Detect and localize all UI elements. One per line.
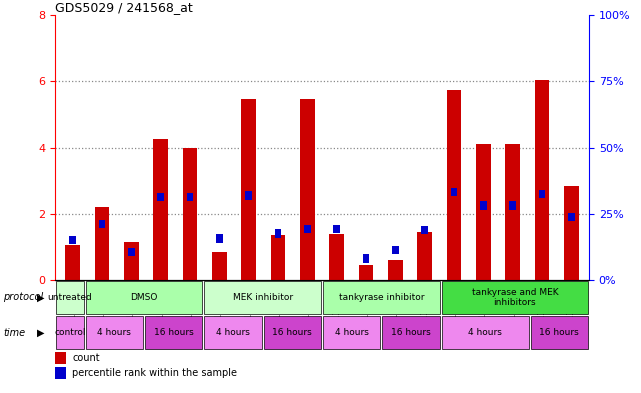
Bar (421, 226, 428, 235)
Bar (212, 252, 227, 280)
Bar (95, 207, 109, 280)
Text: time: time (3, 327, 26, 338)
Text: tankyrase and MEK
inhibitors: tankyrase and MEK inhibitors (472, 288, 558, 307)
Bar (535, 80, 549, 280)
Text: percentile rank within the sample: percentile rank within the sample (72, 368, 237, 378)
Bar (241, 99, 256, 280)
Text: 16 hours: 16 hours (154, 328, 194, 337)
Bar (363, 254, 369, 263)
Bar (124, 242, 138, 280)
Bar (216, 235, 222, 243)
Text: control: control (54, 328, 86, 337)
Text: ▶: ▶ (37, 327, 45, 338)
Text: 4 hours: 4 hours (216, 328, 250, 337)
Text: MEK inhibitor: MEK inhibitor (233, 293, 293, 302)
Bar (263, 316, 321, 349)
Bar (300, 99, 315, 280)
Text: DMSO: DMSO (130, 293, 158, 302)
Bar (388, 260, 403, 280)
Bar (451, 188, 457, 196)
Bar (204, 316, 262, 349)
Bar (65, 245, 80, 280)
Bar (505, 144, 520, 280)
Bar (183, 147, 197, 280)
Bar (447, 90, 462, 280)
Bar (392, 246, 399, 254)
Bar (55, 367, 65, 378)
Bar (417, 232, 432, 280)
Bar (55, 352, 65, 364)
Bar (69, 236, 76, 244)
Text: 16 hours: 16 hours (391, 328, 431, 337)
Bar (538, 190, 545, 198)
Bar (323, 316, 381, 349)
Text: count: count (72, 353, 100, 363)
Bar (333, 224, 340, 233)
Text: 16 hours: 16 hours (272, 328, 312, 337)
Bar (275, 230, 281, 238)
Bar (246, 191, 252, 200)
Bar (187, 193, 194, 201)
Text: 4 hours: 4 hours (335, 328, 369, 337)
Text: untreated: untreated (47, 293, 92, 302)
Bar (476, 144, 491, 280)
Bar (85, 316, 143, 349)
Bar (323, 281, 440, 314)
Bar (271, 235, 285, 280)
Bar (145, 316, 203, 349)
Bar (157, 193, 164, 201)
Bar (568, 213, 575, 221)
Bar (382, 316, 440, 349)
Bar (442, 316, 529, 349)
Bar (56, 316, 84, 349)
Text: GDS5029 / 241568_at: GDS5029 / 241568_at (55, 1, 193, 14)
Text: 4 hours: 4 hours (468, 328, 502, 337)
Bar (153, 139, 168, 280)
Bar (56, 281, 84, 314)
Bar (304, 224, 311, 233)
Text: protocol: protocol (3, 292, 44, 303)
Bar (85, 281, 203, 314)
Bar (359, 265, 373, 280)
Bar (99, 220, 105, 228)
Bar (510, 201, 516, 209)
Text: 16 hours: 16 hours (540, 328, 579, 337)
Bar (480, 201, 487, 209)
Text: ▶: ▶ (37, 292, 45, 303)
Bar (564, 185, 579, 280)
Bar (329, 233, 344, 280)
Bar (128, 248, 135, 256)
Text: 4 hours: 4 hours (97, 328, 131, 337)
Bar (204, 281, 321, 314)
Bar (442, 281, 588, 314)
Text: tankyrase inhibitor: tankyrase inhibitor (338, 293, 424, 302)
Bar (531, 316, 588, 349)
